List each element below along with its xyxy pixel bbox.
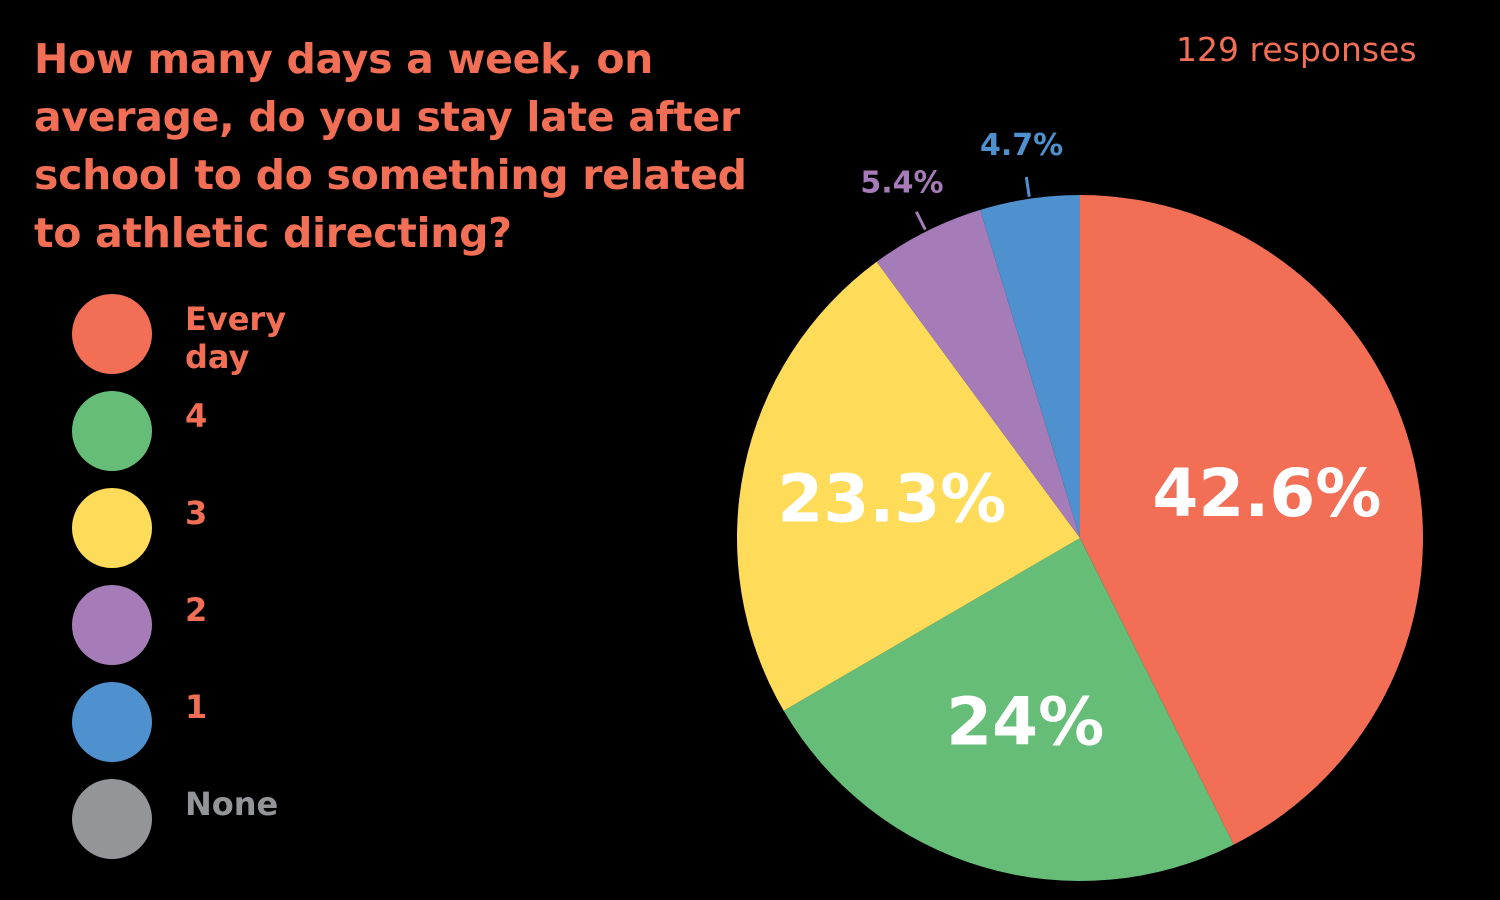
legend-swatch [72,779,152,859]
legend-label: 4 [185,397,208,435]
leader-line [914,211,927,231]
chart-title: How many days a week, on average, do you… [34,35,747,257]
legend-swatch [72,391,152,471]
data-label: 23.3% [777,461,1006,538]
response-count: 129 responses [1176,30,1417,69]
pie-slice [783,538,1234,881]
data-label: 42.6% [1152,455,1381,532]
legend-label: None [185,785,279,823]
legend-swatch [72,682,152,762]
data-label: 5.4% [860,166,943,201]
legend-swatch [72,488,152,568]
legend-label: Every day [185,300,287,376]
leader-line [1024,176,1031,197]
pie-slice [876,209,1080,538]
data-label: 24% [946,684,1104,761]
pie-slice [1080,195,1424,845]
legend-swatch [72,585,152,665]
data-label: 4.7% [980,128,1063,163]
legend-label: 1 [185,688,208,726]
legend-swatch [72,294,152,374]
legend-label: 3 [185,494,208,532]
legend-label: 2 [185,591,208,629]
pie-slice [980,195,1080,538]
pie-slice [737,261,1080,711]
